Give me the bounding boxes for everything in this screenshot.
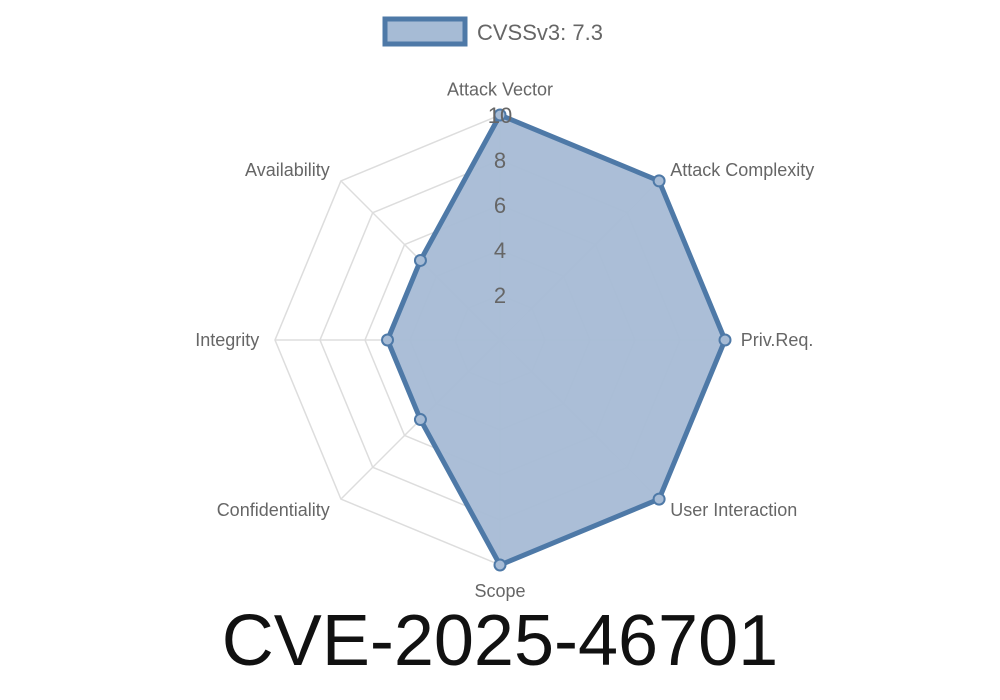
tick-label: 6	[494, 193, 506, 218]
axis-label: Attack Complexity	[670, 160, 814, 180]
axis-label: User Interaction	[670, 500, 797, 520]
axis-label: Confidentiality	[217, 500, 330, 520]
data-point	[381, 333, 394, 347]
tick-label: 4	[494, 238, 506, 263]
axis-label: Priv.Req.	[741, 330, 814, 350]
data-point	[652, 492, 666, 506]
data-point	[652, 174, 666, 188]
axis-label: Attack Vector	[447, 79, 553, 99]
data-point	[493, 558, 507, 572]
legend: CVSSv3: 7.3	[382, 16, 603, 47]
data-point	[413, 253, 427, 267]
data-point	[718, 333, 732, 347]
tick-label: 10	[488, 103, 512, 128]
page-title: CVE-2025-46701	[221, 601, 779, 681]
legend-label: CVSSv3: 7.3	[477, 20, 603, 45]
data-point	[413, 413, 427, 427]
axis-label: Integrity	[195, 330, 259, 350]
data-point	[493, 108, 507, 122]
series-area	[385, 112, 728, 568]
legend-swatch	[382, 16, 468, 47]
tick-label: 8	[494, 148, 506, 173]
tick-label: 2	[494, 283, 506, 308]
axis-label: Availability	[245, 160, 330, 180]
axis-label: Scope	[474, 581, 525, 601]
